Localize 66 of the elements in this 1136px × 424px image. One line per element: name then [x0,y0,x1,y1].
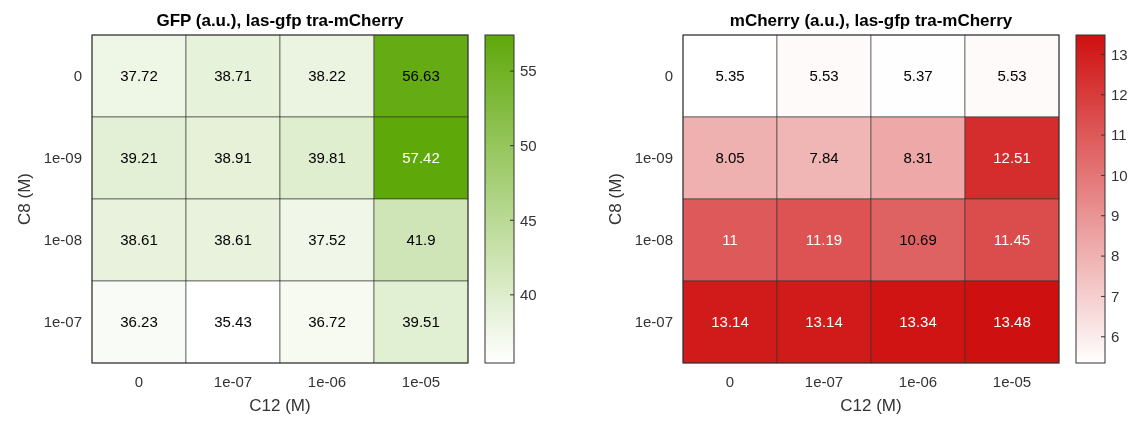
x-tick-label: 1e-07 [804,373,844,390]
data-label: 13.34 [899,313,937,331]
data-label: 11 [722,231,738,249]
x-tick-label: 1e-07 [213,373,253,390]
data-label: 38.71 [214,67,252,85]
x-tick-label: 1e-05 [992,373,1032,390]
x-tick-label: 1e-06 [307,373,347,390]
data-label: 5.53 [997,67,1027,85]
data-label: 39.21 [120,149,158,167]
data-label: 38.61 [120,231,158,249]
data-label: 11.19 [805,231,843,249]
data-label: 36.23 [120,313,158,331]
color-bar-label: 12 [1111,85,1128,103]
x-tick-label: 0 [134,373,144,390]
data-label: 37.72 [120,67,158,85]
x-axis-title: C12 (M) [249,396,311,415]
color-bar-label: 6 [1111,328,1120,346]
y-axis-title: C8 (M) [606,173,625,225]
data-label: 39.81 [308,149,346,167]
data-label: 11.45 [993,231,1031,249]
data-label: 35.43 [214,313,252,331]
data-label: 12.51 [993,149,1031,167]
color-bar-label: 10 [1111,166,1128,184]
data-label: 8.05 [715,149,745,167]
data-label: 38.22 [308,67,346,85]
data-label: 57.42 [402,149,440,167]
data-label: 36.72 [308,313,346,331]
color-bar-label: 45 [520,211,537,229]
data-label: 13.14 [711,313,749,331]
data-label: 5.37 [903,67,933,85]
y-tick-label: 0 [664,67,673,85]
data-label: 13.14 [805,313,843,331]
data-label: 37.52 [308,231,346,249]
color-bar-label: 8 [1111,247,1120,265]
data-label: 39.51 [402,313,440,331]
y-tick-label: 1e-09 [43,149,82,167]
x-tick-label: 1e-05 [401,373,441,390]
y-tick-label: 1e-08 [634,231,673,249]
color-bar-label: 9 [1111,206,1120,224]
y-tick-label: 1e-07 [43,313,82,331]
color-bar-label: 7 [1111,287,1120,305]
y-tick-label: 1e-08 [43,231,82,249]
data-label: 5.53 [809,67,839,85]
y-tick-label: 1e-09 [634,149,673,167]
data-label: 10.69 [899,231,937,249]
data-label: 8.31 [903,149,933,167]
color-bar-label: 11 [1111,126,1127,144]
data-label: 41.9 [406,231,436,249]
x-tick-label: 1e-06 [898,373,938,390]
data-label: 7.84 [809,149,839,167]
chart-title: mCherry (a.u.), las-gfp tra-mCherry [729,11,1013,30]
x-axis-title: C12 (M) [840,396,902,415]
chart-title: GFP (a.u.), las-gfp tra-mCherry [156,11,405,30]
y-tick-label: 1e-07 [634,313,673,331]
color-bar-label: 55 [520,62,537,80]
y-tick-label: 0 [73,67,82,85]
x-tick-label: 0 [725,373,735,390]
data-label: 56.63 [402,67,440,85]
color-bar-label: 40 [520,286,537,304]
color-bar-label: 13 [1111,45,1128,63]
data-label: 5.35 [715,67,745,85]
data-label: 13.48 [993,313,1031,331]
y-axis-title: C8 (M) [15,173,34,225]
color-bar-label: 50 [520,136,537,154]
data-label: 38.61 [214,231,252,249]
data-label: 38.91 [214,149,252,167]
